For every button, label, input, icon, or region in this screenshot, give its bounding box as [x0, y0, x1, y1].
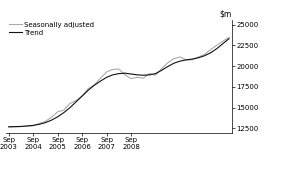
Seasonally adjusted	[56, 111, 59, 113]
Seasonally adjusted	[154, 74, 157, 76]
Seasonally adjusted	[209, 48, 212, 50]
Seasonally adjusted	[123, 74, 127, 76]
Trend	[74, 101, 78, 103]
Trend	[31, 124, 35, 126]
Trend	[203, 55, 206, 57]
Trend	[7, 126, 10, 128]
Trend	[99, 80, 102, 82]
Seasonally adjusted	[74, 100, 78, 102]
Seasonally adjusted	[117, 68, 121, 70]
Seasonally adjusted	[99, 77, 102, 79]
Seasonally adjusted	[160, 68, 163, 70]
Seasonally adjusted	[13, 126, 16, 128]
Legend: Seasonally adjusted, Trend: Seasonally adjusted, Trend	[9, 22, 95, 36]
Seasonally adjusted	[197, 56, 200, 58]
Seasonally adjusted	[111, 68, 114, 70]
Trend	[50, 119, 53, 121]
Trend	[56, 116, 59, 118]
Trend	[44, 122, 47, 124]
Trend	[105, 76, 108, 78]
Seasonally adjusted	[68, 103, 72, 105]
Seasonally adjusted	[142, 77, 145, 79]
Trend	[80, 95, 84, 97]
Trend	[154, 73, 157, 75]
Seasonally adjusted	[25, 125, 29, 127]
Seasonally adjusted	[105, 71, 108, 73]
Trend	[190, 58, 194, 60]
Trend	[166, 65, 170, 67]
Seasonally adjusted	[38, 122, 41, 124]
Seasonally adjusted	[129, 78, 133, 80]
Line: Trend: Trend	[9, 39, 229, 127]
Seasonally adjusted	[227, 36, 231, 38]
Seasonally adjusted	[203, 53, 206, 55]
Seasonally adjusted	[93, 84, 96, 86]
Trend	[185, 59, 188, 61]
Trend	[136, 74, 139, 76]
Trend	[148, 74, 151, 76]
Seasonally adjusted	[166, 62, 170, 64]
Trend	[62, 112, 65, 114]
Seasonally adjusted	[31, 125, 35, 127]
Seasonally adjusted	[185, 59, 188, 61]
Seasonally adjusted	[19, 126, 23, 128]
Seasonally adjusted	[80, 95, 84, 97]
Trend	[197, 57, 200, 59]
Text: $m: $m	[220, 9, 232, 18]
Trend	[117, 73, 121, 75]
Trend	[123, 72, 127, 74]
Seasonally adjusted	[7, 126, 10, 128]
Trend	[178, 60, 182, 62]
Trend	[160, 69, 163, 71]
Seasonally adjusted	[62, 109, 65, 111]
Trend	[111, 74, 114, 76]
Trend	[25, 125, 29, 127]
Seasonally adjusted	[87, 88, 90, 90]
Line: Seasonally adjusted: Seasonally adjusted	[9, 37, 229, 127]
Trend	[13, 126, 16, 128]
Seasonally adjusted	[148, 73, 151, 75]
Trend	[215, 48, 218, 50]
Trend	[87, 89, 90, 91]
Trend	[68, 107, 72, 109]
Trend	[19, 125, 23, 128]
Seasonally adjusted	[178, 56, 182, 58]
Trend	[221, 43, 225, 45]
Seasonally adjusted	[136, 76, 139, 78]
Trend	[129, 73, 133, 75]
Trend	[227, 38, 231, 40]
Trend	[209, 52, 212, 54]
Seasonally adjusted	[221, 40, 225, 42]
Seasonally adjusted	[172, 58, 176, 60]
Trend	[142, 74, 145, 76]
Trend	[93, 84, 96, 86]
Seasonally adjusted	[190, 59, 194, 61]
Seasonally adjusted	[44, 120, 47, 122]
Trend	[38, 123, 41, 125]
Seasonally adjusted	[50, 116, 53, 118]
Seasonally adjusted	[215, 44, 218, 46]
Trend	[172, 62, 176, 64]
